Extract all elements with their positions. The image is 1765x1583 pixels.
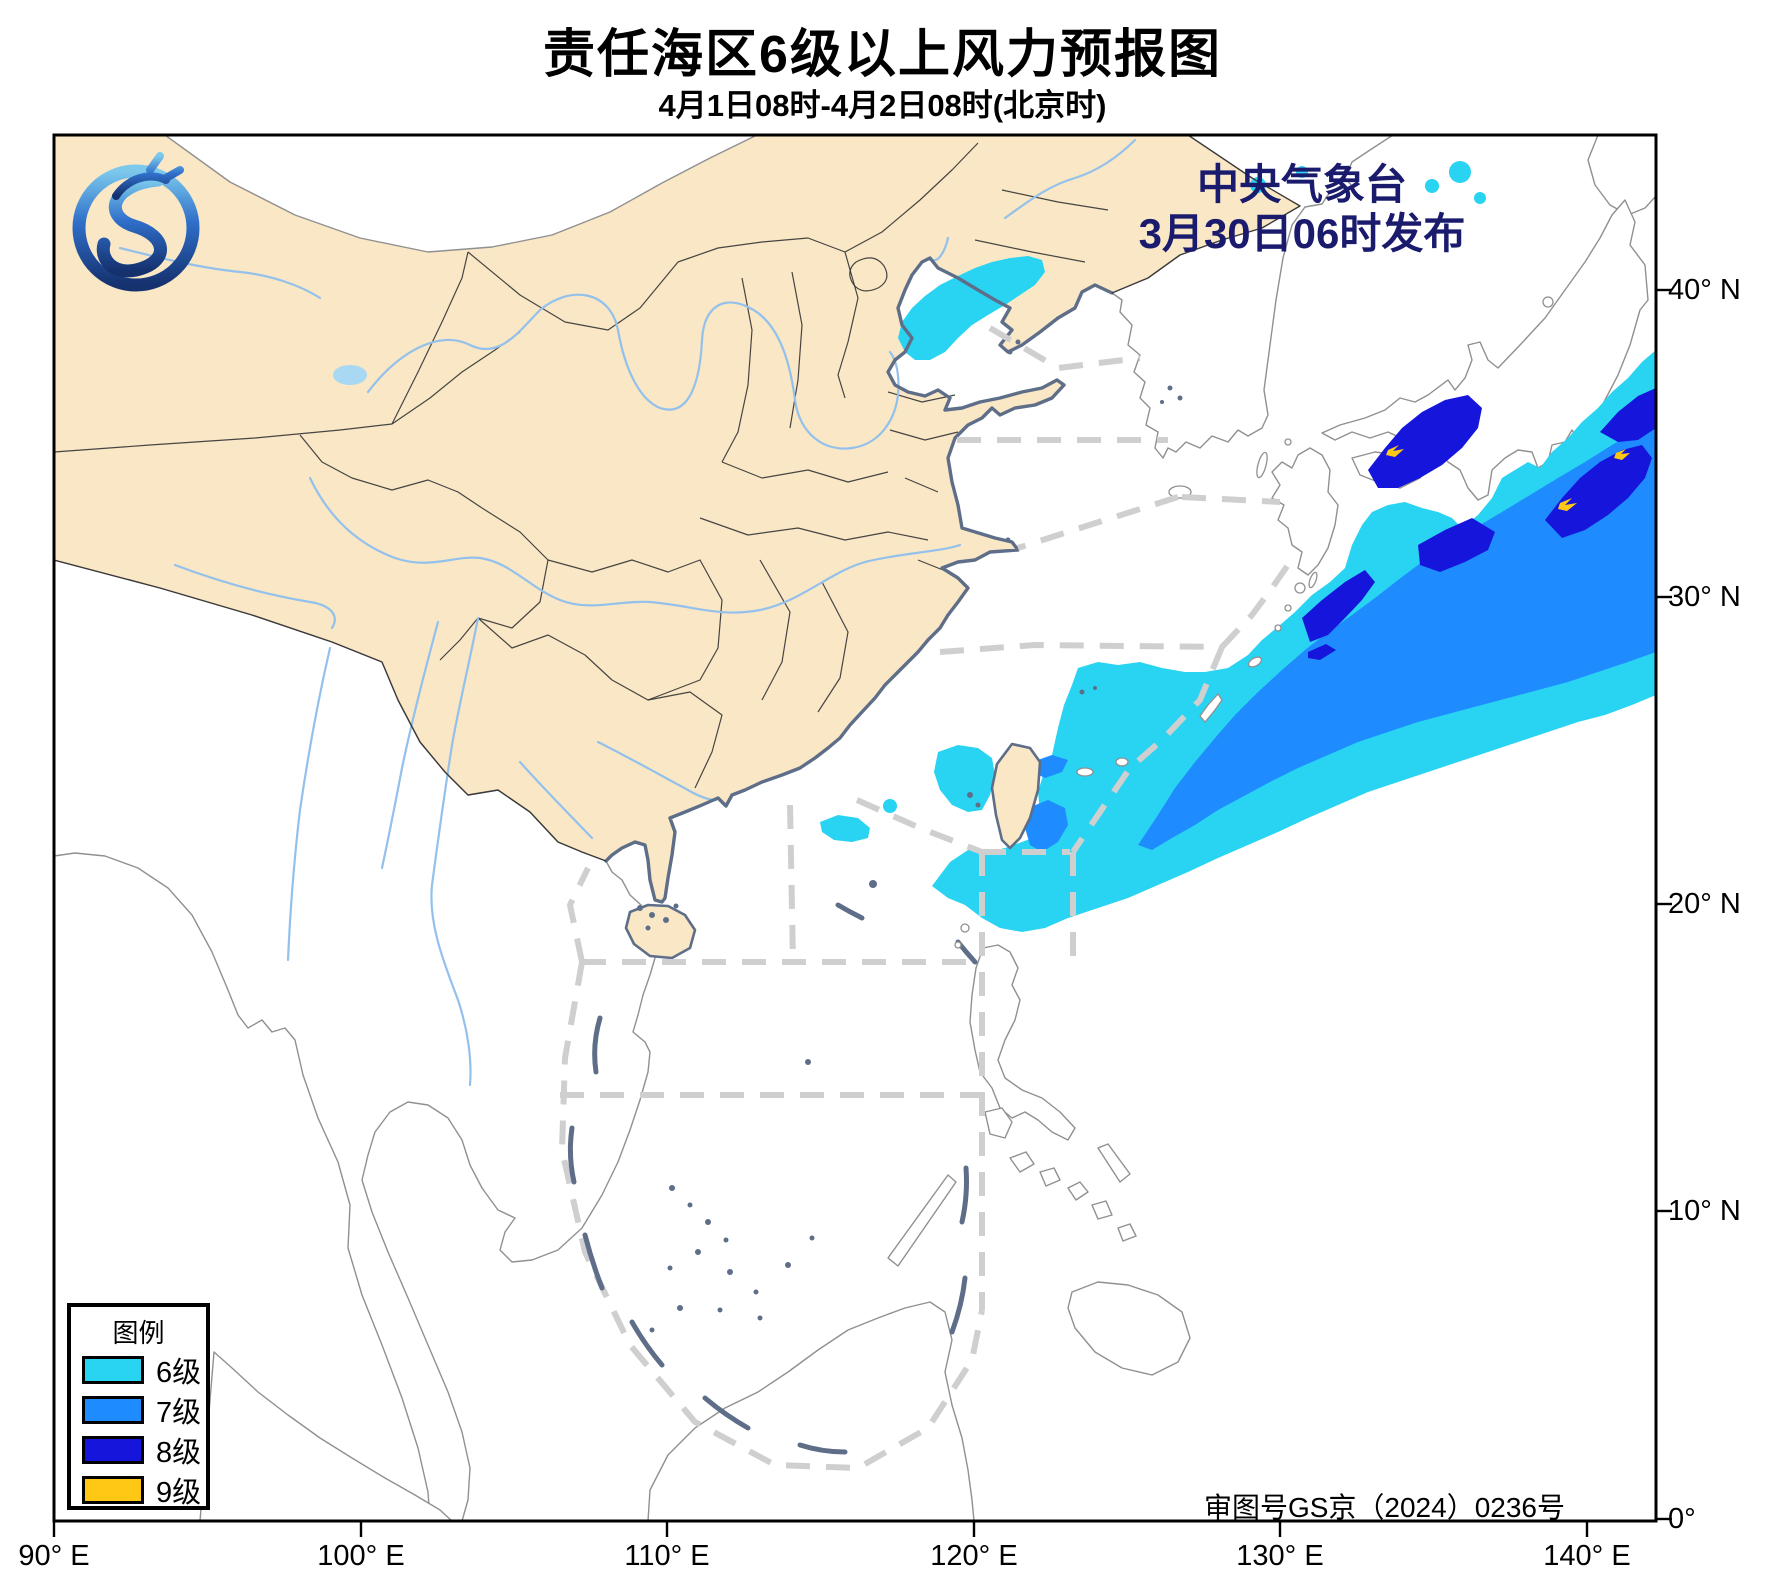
qinghai-lake [333,365,367,385]
land-mongolia [164,135,758,253]
y-axis-label-30n: 30° N [1668,581,1741,613]
luzon [969,944,1076,1141]
legend-item-level8: 8级 [71,1430,206,1470]
level9-label: 9级 [156,1477,202,1509]
level7-label: 7级 [156,1397,202,1429]
wind-area-level7 [1025,420,1656,852]
level6-swatch [82,1356,144,1384]
land-china [54,135,1300,902]
legend-item-level9: 9级 [71,1470,206,1510]
level7-swatch [82,1396,144,1424]
y-axis-label-20n: 20° N [1668,888,1741,920]
publisher-name: 中央气象台 [1196,161,1407,208]
legend-item-level6: 6级 [71,1350,206,1390]
level9-swatch [82,1476,144,1504]
borneo [647,1301,975,1521]
level8-label: 8级 [156,1437,202,1469]
axis-ticks [52,288,1672,1537]
y-axis-label-10n: 10° N [1668,1195,1741,1227]
x-axis-label-130e: 130° E [1236,1540,1324,1572]
level6-label: 6级 [156,1357,202,1389]
sumatra [199,1351,453,1521]
sado-island [1542,296,1554,308]
publisher-block: 中央气象台 3月30日06时发布 [1092,160,1512,258]
publish-time: 3月30日06时发布 [1138,210,1466,257]
tsushima-island [1256,451,1268,479]
legend-title: 图例 [112,1318,165,1348]
province-borders [54,142,1109,789]
land-southeast-asia [54,559,656,1521]
china-coastline [604,256,1114,904]
south-china-sea-islets [637,339,1183,1333]
sea-area-boundaries [558,325,1293,1472]
y-axis-label-0: 0° [1668,1503,1696,1535]
kyushu [1271,447,1339,576]
wind-area-level8 [1302,388,1656,660]
china-national-border [1111,135,1301,294]
page-title: 责任海区6级以上风力预报图 [543,26,1222,84]
x-axis-label-110e: 110° E [624,1540,710,1572]
approval-number: 审图号GS京（2024）0236号 [1203,1492,1565,1523]
ryukyu-islands [954,571,1318,949]
map-frame-border [52,133,1658,1523]
x-axis-label-140e: 140° E [1543,1540,1631,1572]
nine-dash-line [567,902,978,1455]
wind-area-level9 [1386,445,1630,511]
china-southwest-border [54,559,607,862]
palawan [887,1174,957,1267]
taiwan-island [990,742,1042,850]
page-subtitle: 4月1日08时-4月2日08时(北京时) [658,88,1107,123]
x-axis-label-120e: 120° E [930,1540,1018,1572]
legend-item-level7: 7级 [71,1390,206,1430]
mindanao [1067,1281,1191,1376]
cma-logo [72,152,200,292]
iki-island [1284,438,1292,446]
level8-swatch [82,1436,144,1464]
hainan-island [624,903,697,960]
legend-box: 图例 6级 7级 8级 9级 [67,1303,210,1510]
mindoro [984,1107,1013,1139]
visayas-islands [1009,1143,1137,1242]
x-axis-label-90e: 90° E [18,1540,90,1572]
wind-area-level6 [820,161,1656,932]
x-axis-label-100e: 100° E [317,1540,405,1572]
honshu [1321,199,1649,501]
y-axis-label-40n: 40° N [1668,274,1741,306]
